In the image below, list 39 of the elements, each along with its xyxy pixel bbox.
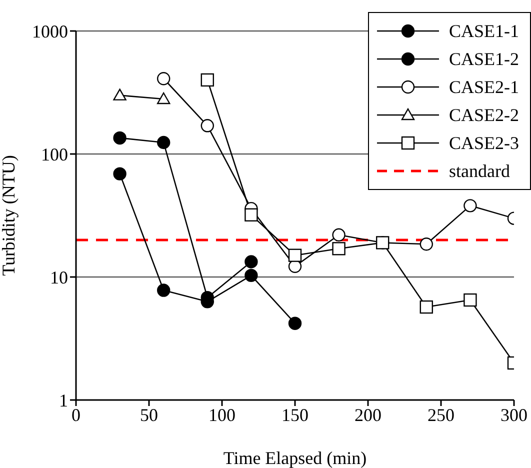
x-tick-label: 50 bbox=[140, 404, 158, 425]
point bbox=[420, 238, 433, 251]
legend-label: CASE1-1 bbox=[449, 20, 520, 42]
point bbox=[332, 242, 346, 256]
x-tick-label: 100 bbox=[208, 404, 236, 425]
point bbox=[244, 268, 258, 282]
point bbox=[113, 167, 126, 180]
point bbox=[420, 300, 433, 314]
point bbox=[113, 131, 126, 145]
point bbox=[376, 236, 390, 250]
point bbox=[464, 293, 477, 307]
legend-label: CASE2-2 bbox=[449, 104, 520, 126]
x-tick-label: 200 bbox=[354, 404, 382, 425]
x-tick-label: 0 bbox=[72, 404, 80, 425]
point bbox=[157, 136, 170, 150]
point bbox=[288, 260, 302, 273]
y-tick-label: 1 bbox=[59, 390, 68, 410]
x-tick-label: 300 bbox=[500, 404, 528, 425]
x-tick-label: 150 bbox=[282, 404, 308, 425]
x-tick-label: 250 bbox=[428, 404, 454, 425]
x-axis-title: Time Elapsed (min) bbox=[223, 448, 367, 468]
legend-label: CASE2-3 bbox=[449, 132, 520, 154]
point bbox=[200, 119, 214, 132]
point bbox=[288, 248, 302, 262]
point bbox=[288, 316, 302, 330]
point bbox=[157, 72, 170, 86]
point bbox=[244, 255, 258, 268]
legend-label: standard bbox=[449, 160, 510, 182]
legend-label: CASE2-1 bbox=[449, 76, 520, 98]
point bbox=[244, 208, 258, 222]
y-tick-label: 10 bbox=[50, 267, 68, 288]
point bbox=[200, 73, 214, 87]
point bbox=[157, 284, 170, 297]
y-tick-label: 100 bbox=[41, 144, 68, 164]
point bbox=[464, 199, 477, 212]
y-axis-title: Turbidity (NTU) bbox=[0, 155, 18, 276]
legend-label: CASE1-2 bbox=[449, 48, 520, 70]
y-tick-label: 1000 bbox=[32, 21, 68, 42]
point bbox=[332, 228, 346, 242]
